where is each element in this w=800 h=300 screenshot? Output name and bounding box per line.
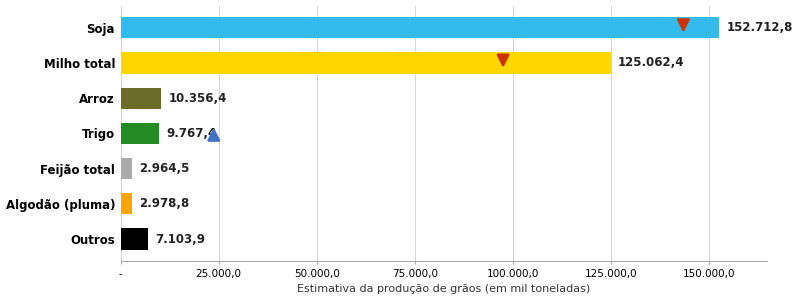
Bar xyxy=(121,17,719,38)
Bar xyxy=(121,123,159,144)
X-axis label: Estimativa da produção de grãos (em mil toneladas): Estimativa da produção de grãos (em mil … xyxy=(298,284,590,294)
Text: 2.964,5: 2.964,5 xyxy=(139,162,190,175)
Text: 10.356,4: 10.356,4 xyxy=(168,92,226,105)
Text: 7.103,9: 7.103,9 xyxy=(155,232,206,246)
Text: 2.978,8: 2.978,8 xyxy=(139,197,190,210)
Bar xyxy=(121,52,611,74)
Bar xyxy=(121,158,132,179)
Text: 152.712,8: 152.712,8 xyxy=(726,21,793,34)
Bar xyxy=(121,193,132,214)
Bar xyxy=(121,88,162,109)
Text: 9.767,4: 9.767,4 xyxy=(166,127,216,140)
Bar xyxy=(121,229,149,250)
Text: 125.062,4: 125.062,4 xyxy=(618,56,685,70)
